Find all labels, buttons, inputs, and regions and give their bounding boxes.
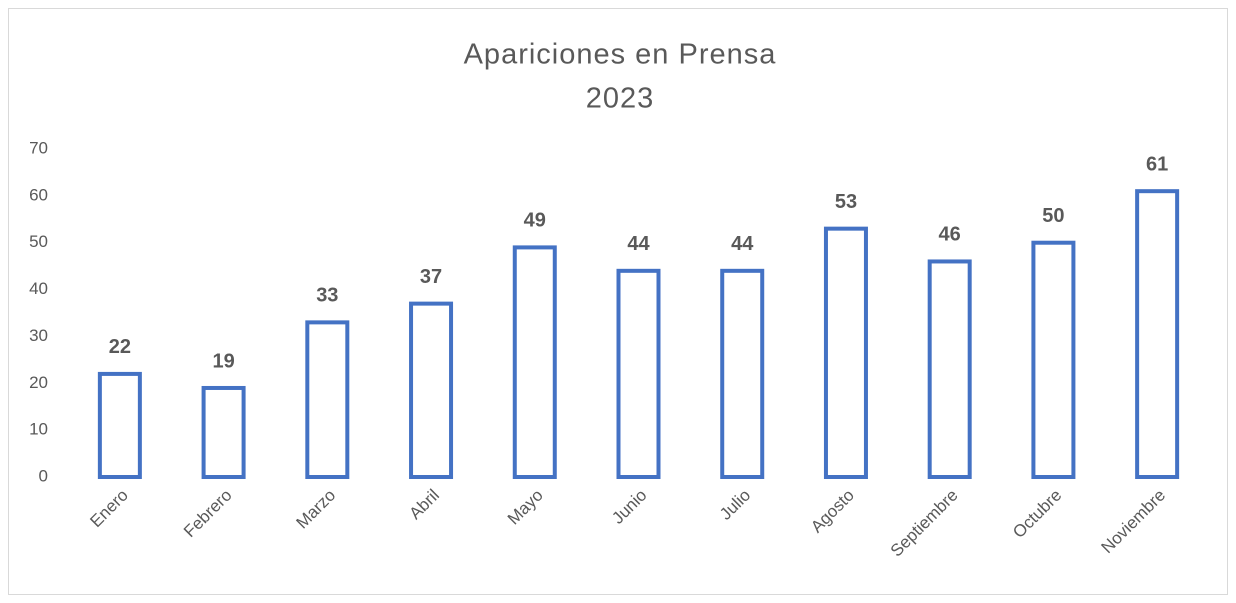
data-label: 33 (316, 285, 338, 307)
bar (512, 245, 557, 479)
chart-subtitle: 2023 (586, 83, 655, 115)
data-label: 61 (1146, 153, 1168, 175)
y-tick-label: 30 (29, 326, 48, 345)
data-label: 19 (212, 350, 234, 372)
data-label: 49 (524, 210, 546, 232)
bar (616, 268, 661, 480)
data-label: 50 (1042, 205, 1064, 227)
bar (720, 268, 765, 480)
bar (927, 259, 972, 480)
data-label: 46 (939, 224, 961, 246)
y-tick-label: 10 (29, 420, 48, 439)
y-tick-label: 20 (29, 373, 48, 392)
bar (305, 320, 350, 479)
bar (409, 301, 454, 479)
bar (97, 371, 142, 479)
bar (1031, 240, 1076, 479)
chart-title: Apariciones en Prensa (464, 39, 777, 71)
data-label: 53 (835, 191, 857, 213)
y-tick-label: 60 (29, 185, 48, 204)
y-tick-label: 40 (29, 279, 48, 298)
y-tick-label: 50 (29, 232, 48, 251)
bar (201, 385, 246, 480)
y-tick-label: 70 (29, 138, 48, 157)
bar (1135, 189, 1180, 480)
bar (823, 226, 868, 479)
data-label: 37 (420, 266, 442, 288)
data-label: 44 (627, 233, 650, 255)
data-label: 22 (109, 336, 131, 358)
data-label: 44 (731, 233, 754, 255)
y-tick-label: 0 (39, 466, 48, 485)
